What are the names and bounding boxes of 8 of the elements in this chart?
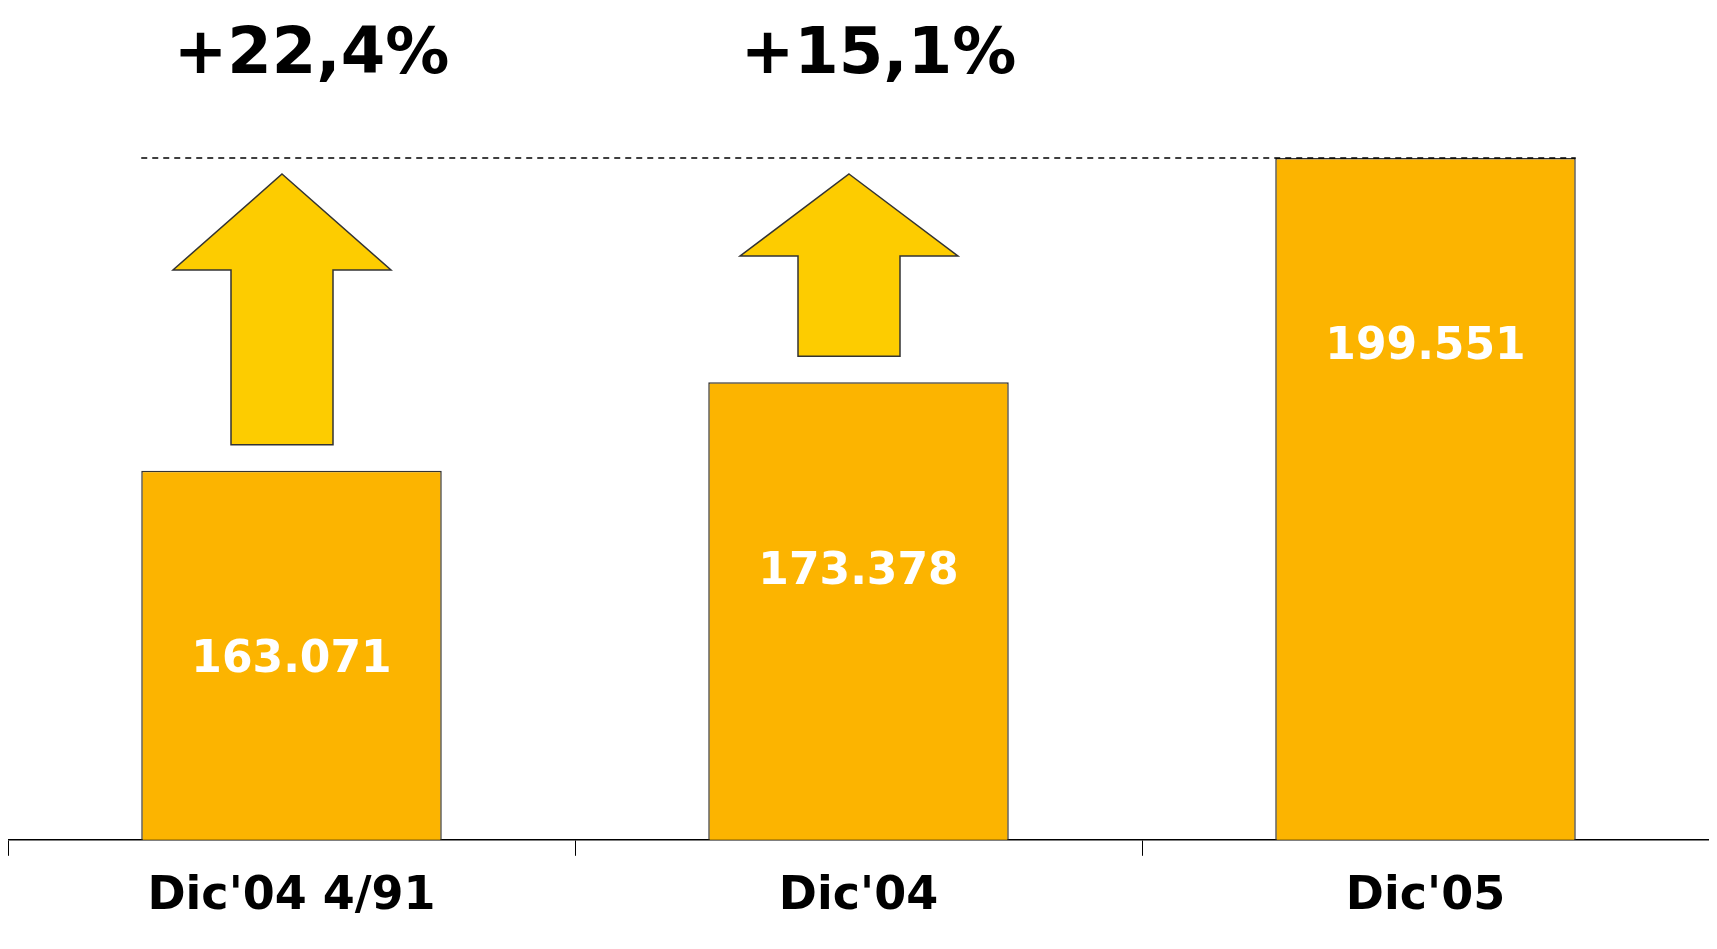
x-tick-label: Dic'04 4/91	[147, 866, 436, 921]
data-label: 173.378	[758, 542, 959, 594]
x-tick-label: Dic'04	[778, 866, 939, 921]
x-tick-label: Dic'05	[1345, 866, 1506, 921]
data-label: 199.551	[1325, 318, 1526, 370]
text: +15,1%	[740, 13, 1017, 88]
text: +22,4%	[173, 13, 450, 88]
data-label: 163.071	[191, 631, 392, 683]
